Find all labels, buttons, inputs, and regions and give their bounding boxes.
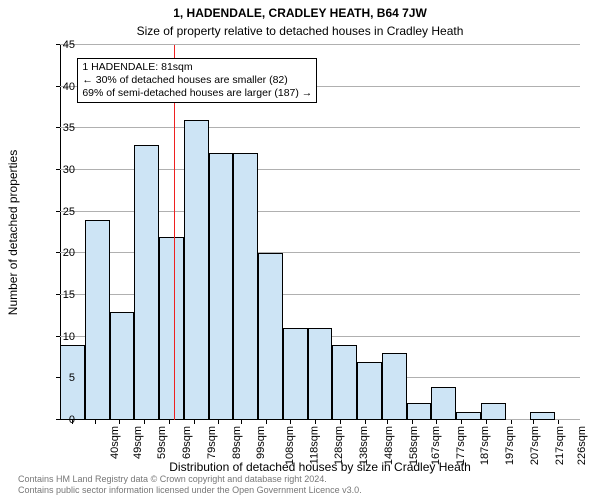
xtick-mark	[486, 420, 487, 424]
histogram-bar	[481, 403, 506, 420]
y-axis-label: Number of detached properties	[6, 45, 22, 420]
xtick-mark	[387, 420, 388, 424]
ytick-label: 45	[45, 39, 75, 51]
histogram-bar	[308, 328, 333, 420]
plot-area: 1 HADENDALE: 81sqm← 30% of detached hous…	[60, 45, 580, 420]
xtick-mark	[340, 420, 341, 424]
annotation-box: 1 HADENDALE: 81sqm← 30% of detached hous…	[77, 58, 317, 103]
xtick-label: 99sqm	[256, 426, 268, 459]
histogram-bar	[159, 237, 184, 420]
ytick-label: 0	[45, 414, 75, 426]
histogram-bar	[456, 412, 481, 420]
gridline-h	[60, 44, 580, 45]
chart-subtitle: Size of property relative to detached ho…	[0, 24, 600, 38]
xtick-label: 217sqm	[554, 426, 566, 465]
xtick-mark	[412, 420, 413, 424]
histogram-bar	[110, 312, 135, 420]
xtick-label: 158sqm	[408, 426, 420, 465]
annotation-line-1: 1 HADENDALE: 81sqm	[82, 61, 312, 74]
xtick-mark	[169, 420, 170, 424]
xtick-label: 40sqm	[109, 426, 121, 459]
gridline-h	[60, 127, 580, 128]
xtick-label: 167sqm	[430, 426, 442, 465]
xtick-mark	[436, 420, 437, 424]
annotation-line-3: 69% of semi-detached houses are larger (…	[82, 87, 312, 100]
histogram-bar	[258, 253, 283, 420]
histogram-bar	[431, 387, 456, 420]
histogram-bar	[332, 345, 357, 420]
xtick-label: 187sqm	[480, 426, 492, 465]
xtick-label: 69sqm	[181, 426, 193, 459]
ytick-label: 5	[45, 372, 75, 384]
xtick-mark	[144, 420, 145, 424]
chart-title: 1, HADENDALE, CRADLEY HEATH, B64 7JW	[0, 6, 600, 20]
footer-line-2: Contains public sector information licen…	[18, 485, 362, 496]
xtick-mark	[511, 420, 512, 424]
xtick-label: 128sqm	[333, 426, 345, 465]
histogram-bar	[209, 153, 234, 420]
histogram-bar	[357, 362, 382, 420]
xtick-label: 197sqm	[504, 426, 516, 465]
footer-line-1: Contains HM Land Registry data © Crown c…	[18, 474, 362, 485]
xtick-mark	[558, 420, 559, 424]
xtick-mark	[266, 420, 267, 424]
histogram-bar	[530, 412, 555, 420]
ytick-label: 40	[45, 81, 75, 93]
ytick-label: 25	[45, 206, 75, 218]
xtick-label: 118sqm	[308, 426, 320, 464]
ytick-label: 35	[45, 122, 75, 134]
histogram-bar	[283, 328, 308, 420]
xtick-label: 79sqm	[206, 426, 218, 459]
footer-attribution: Contains HM Land Registry data © Crown c…	[18, 474, 362, 496]
ytick-label: 15	[45, 289, 75, 301]
xtick-mark	[365, 420, 366, 424]
xtick-label: 138sqm	[358, 426, 370, 465]
xtick-mark	[315, 420, 316, 424]
xtick-mark	[533, 420, 534, 424]
xtick-mark	[194, 420, 195, 424]
ytick-label: 10	[45, 331, 75, 343]
xtick-label: 207sqm	[529, 426, 541, 465]
xtick-label: 148sqm	[383, 426, 395, 465]
xtick-label: 108sqm	[284, 426, 296, 465]
xtick-mark	[241, 420, 242, 424]
xtick-mark	[290, 420, 291, 424]
histogram-bar	[382, 353, 407, 420]
xtick-mark	[119, 420, 120, 424]
histogram-bar	[134, 145, 159, 420]
xtick-label: 59sqm	[156, 426, 168, 459]
annotation-line-2: ← 30% of detached houses are smaller (82…	[82, 74, 312, 87]
xtick-label: 177sqm	[455, 426, 467, 465]
xtick-mark	[218, 420, 219, 424]
xtick-label: 89sqm	[231, 426, 243, 459]
xtick-mark	[95, 420, 96, 424]
xtick-mark	[461, 420, 462, 424]
chart-container: 1, HADENDALE, CRADLEY HEATH, B64 7JW Siz…	[0, 0, 600, 500]
xtick-label: 49sqm	[132, 426, 144, 459]
ytick-label: 30	[45, 164, 75, 176]
xtick-label: 226sqm	[576, 426, 588, 465]
histogram-bar	[184, 120, 209, 420]
histogram-bar	[233, 153, 258, 420]
ytick-label: 20	[45, 247, 75, 259]
histogram-bar	[407, 403, 432, 420]
histogram-bar	[85, 220, 110, 420]
